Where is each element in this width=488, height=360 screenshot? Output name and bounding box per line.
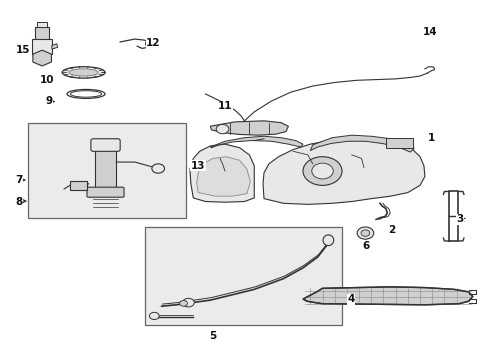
Bar bbox=[32, 40, 52, 54]
Ellipse shape bbox=[323, 235, 333, 246]
Text: 1: 1 bbox=[427, 133, 434, 143]
Text: 7: 7 bbox=[15, 175, 22, 185]
Polygon shape bbox=[189, 144, 254, 202]
Text: 15: 15 bbox=[15, 45, 30, 55]
Circle shape bbox=[179, 301, 187, 306]
Text: 12: 12 bbox=[146, 38, 160, 48]
Circle shape bbox=[303, 157, 341, 185]
Circle shape bbox=[311, 163, 332, 179]
Circle shape bbox=[216, 125, 228, 134]
Polygon shape bbox=[263, 139, 424, 204]
Circle shape bbox=[149, 312, 159, 319]
Text: 10: 10 bbox=[40, 75, 54, 85]
Text: 2: 2 bbox=[387, 225, 395, 235]
Bar bbox=[35, 27, 49, 40]
Text: 14: 14 bbox=[422, 27, 436, 37]
Text: 5: 5 bbox=[209, 331, 216, 341]
FancyBboxPatch shape bbox=[87, 187, 124, 197]
Text: 6: 6 bbox=[362, 241, 369, 251]
Bar bbox=[27, 123, 185, 218]
Circle shape bbox=[356, 227, 373, 239]
Ellipse shape bbox=[69, 69, 98, 76]
Text: 8: 8 bbox=[15, 197, 22, 207]
Bar bbox=[37, 22, 47, 27]
Polygon shape bbox=[196, 157, 250, 196]
Circle shape bbox=[145, 40, 155, 47]
Circle shape bbox=[360, 230, 369, 236]
Ellipse shape bbox=[62, 67, 105, 78]
Bar bbox=[144, 226, 341, 325]
Text: 13: 13 bbox=[190, 161, 205, 171]
FancyBboxPatch shape bbox=[91, 139, 120, 151]
Circle shape bbox=[182, 298, 194, 307]
Polygon shape bbox=[303, 287, 472, 305]
Bar bbox=[385, 138, 412, 148]
Bar bbox=[95, 149, 116, 189]
Text: 4: 4 bbox=[346, 294, 354, 304]
Text: 9: 9 bbox=[45, 96, 53, 106]
Polygon shape bbox=[52, 44, 58, 49]
Polygon shape bbox=[210, 136, 303, 148]
Polygon shape bbox=[310, 135, 413, 152]
Text: 11: 11 bbox=[217, 102, 232, 112]
Text: 3: 3 bbox=[456, 215, 463, 224]
Bar bbox=[70, 181, 87, 190]
Polygon shape bbox=[210, 121, 288, 135]
Circle shape bbox=[152, 164, 164, 173]
